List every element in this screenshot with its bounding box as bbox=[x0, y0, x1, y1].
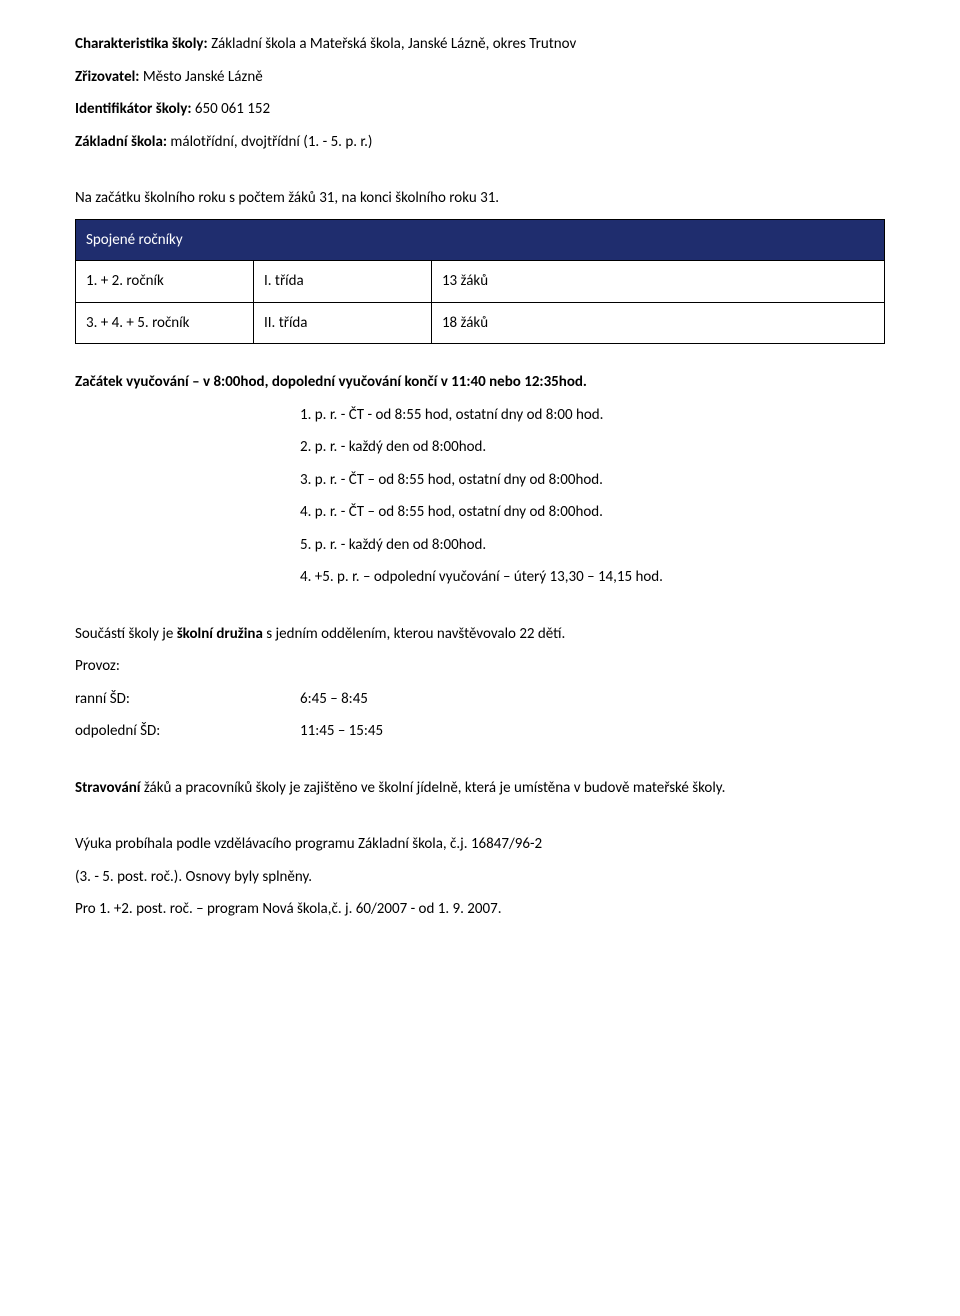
vyucovani-line: 2. p. r. - každý den od 8:00hod. bbox=[75, 433, 885, 462]
stravovani-bold: Stravování bbox=[75, 779, 140, 797]
table-row: 3. + 4. + 5. ročník II. třída 18 žáků bbox=[76, 302, 885, 344]
vyucovani-line: 5. p. r. - každý den od 8:00hod. bbox=[75, 531, 885, 560]
zacatek-text: Na začátku školního roku s počtem žáků 3… bbox=[75, 184, 885, 213]
table-header-row: Spojené ročníky bbox=[76, 219, 885, 261]
provoz-label: Provoz: bbox=[75, 652, 885, 681]
druzina-bold: školní družina bbox=[177, 625, 263, 643]
table-cell: 1. + 2. ročník bbox=[76, 261, 254, 303]
ranni-value: 6:45 – 8:45 bbox=[300, 685, 368, 714]
identifikator-value: 650 061 152 bbox=[191, 100, 270, 118]
odpoledni-value: 11:45 – 15:45 bbox=[300, 717, 383, 746]
vyuka-line2: (3. - 5. post. roč.). Osnovy byly splněn… bbox=[75, 863, 885, 892]
table-header-cell: Spojené ročníky bbox=[76, 219, 885, 261]
stravovani-line: Stravování žáků a pracovníků školy je za… bbox=[75, 774, 885, 803]
table-row: 1. + 2. ročník I. třída 13 žáků bbox=[76, 261, 885, 303]
table-cell: I. třída bbox=[253, 261, 431, 303]
odpoledni-label: odpolední ŠD: bbox=[75, 717, 300, 746]
rocniky-table: Spojené ročníky 1. + 2. ročník I. třída … bbox=[75, 219, 885, 345]
vyucovani-line: 1. p. r. - ČT - od 8:55 hod, ostatní dny… bbox=[75, 401, 885, 430]
druzina-suffix: s jedním oddělením, kterou navštěvovalo … bbox=[263, 625, 565, 643]
zakladni-line: Základní škola: málotřídní, dvojtřídní (… bbox=[75, 128, 885, 157]
identifikator-line: Identifikátor školy: 650 061 152 bbox=[75, 95, 885, 124]
vyucovani-title: Začátek vyučování – v 8:00hod, dopolední… bbox=[75, 368, 885, 397]
table-cell: 18 žáků bbox=[431, 302, 884, 344]
provoz-odpoledni-row: odpolední ŠD: 11:45 – 15:45 bbox=[75, 717, 885, 746]
zakladni-value: málotřídní, dvojtřídní (1. - 5. p. r.) bbox=[167, 133, 372, 151]
vyucovani-line: 3. p. r. - ČT – od 8:55 hod, ostatní dny… bbox=[75, 466, 885, 495]
table-cell: II. třída bbox=[253, 302, 431, 344]
charakteristika-label: Charakteristika školy: bbox=[75, 35, 208, 53]
zakladni-label: Základní škola: bbox=[75, 133, 167, 151]
zrizovatel-value: Město Janské Lázně bbox=[139, 68, 262, 86]
zrizovatel-line: Zřizovatel: Město Janské Lázně bbox=[75, 63, 885, 92]
druzina-line: Součástí školy je školní družina s jední… bbox=[75, 620, 885, 649]
charakteristika-value: Základní škola a Mateřská škola, Janské … bbox=[208, 35, 577, 53]
ranni-label: ranní ŠD: bbox=[75, 685, 300, 714]
charakteristika-line: Charakteristika školy: Základní škola a … bbox=[75, 30, 885, 59]
stravovani-text: žáků a pracovníků školy je zajištěno ve … bbox=[140, 779, 725, 797]
vyucovani-line: 4. +5. p. r. – odpolední vyučování – úte… bbox=[75, 563, 885, 592]
table-cell: 3. + 4. + 5. ročník bbox=[76, 302, 254, 344]
provoz-ranni-row: ranní ŠD: 6:45 – 8:45 bbox=[75, 685, 885, 714]
zrizovatel-label: Zřizovatel: bbox=[75, 68, 139, 86]
vyuka-line1: Výuka probíhala podle vzdělávacího progr… bbox=[75, 830, 885, 859]
vyuka-line3: Pro 1. +2. post. roč. – program Nová ško… bbox=[75, 895, 885, 924]
druzina-prefix: Součástí školy je bbox=[75, 625, 177, 643]
table-cell: 13 žáků bbox=[431, 261, 884, 303]
vyucovani-line: 4. p. r. - ČT – od 8:55 hod, ostatní dny… bbox=[75, 498, 885, 527]
identifikator-label: Identifikátor školy: bbox=[75, 100, 191, 118]
